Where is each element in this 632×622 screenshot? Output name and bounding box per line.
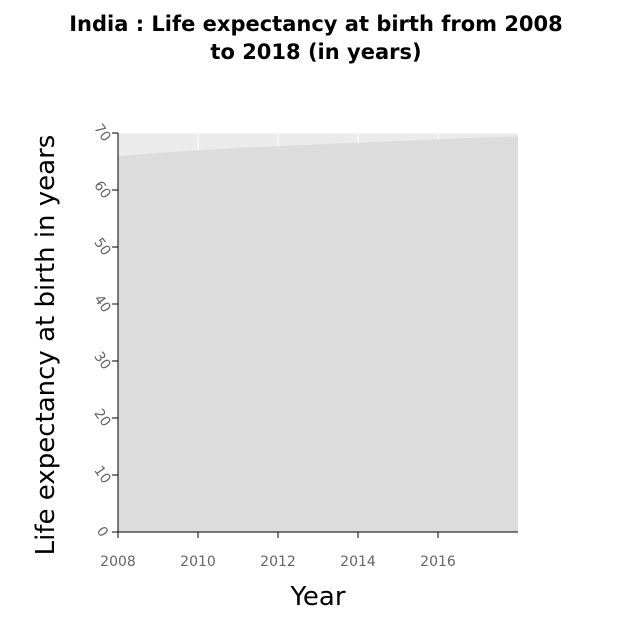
x-axis-label: Year <box>289 582 345 612</box>
x-tick-label: 2010 <box>180 554 216 570</box>
chart-title-line-1: India : Life expectancy at birth from 20… <box>69 12 563 36</box>
y-tick-label: 20 <box>90 406 113 430</box>
chart-title-line-2: to 2018 (in years) <box>210 40 422 64</box>
x-tick-label: 2016 <box>420 554 456 570</box>
y-axis-ticks: 0 10 20 30 40 50 60 70 <box>90 121 118 540</box>
area-series <box>118 136 518 533</box>
chart-title: India : Life expectancy at birth from 20… <box>0 10 632 66</box>
y-tick-label: 50 <box>90 235 113 259</box>
y-axis-label: Life expectancy at birth in years <box>31 135 61 556</box>
y-tick-label: 30 <box>90 349 113 373</box>
y-tick-label: 10 <box>90 463 113 487</box>
axes <box>117 133 518 533</box>
y-tick-label: 70 <box>90 121 113 145</box>
y-tick-label: 60 <box>90 178 113 202</box>
x-tick-label: 2012 <box>260 554 296 570</box>
x-tick-label: 2008 <box>100 554 136 570</box>
y-tick-label: 0 <box>93 524 111 540</box>
y-tick-label: 40 <box>90 292 113 316</box>
x-tick-label: 2014 <box>340 554 376 570</box>
x-axis-ticks: 2008 2010 2012 2014 2016 <box>100 532 456 570</box>
